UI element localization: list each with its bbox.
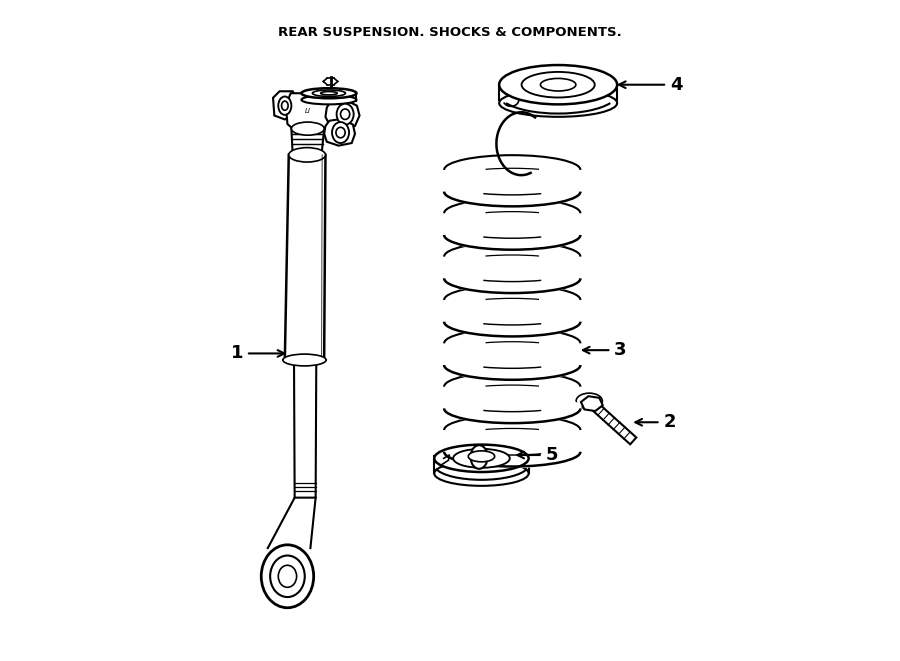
Ellipse shape xyxy=(443,175,581,208)
Ellipse shape xyxy=(443,392,581,425)
Ellipse shape xyxy=(278,97,292,115)
Polygon shape xyxy=(292,129,324,155)
Ellipse shape xyxy=(541,79,576,91)
Ellipse shape xyxy=(453,449,509,468)
Polygon shape xyxy=(580,396,603,411)
Ellipse shape xyxy=(522,72,595,97)
Polygon shape xyxy=(324,119,355,145)
Polygon shape xyxy=(326,100,359,130)
Text: 2: 2 xyxy=(635,413,676,431)
Ellipse shape xyxy=(320,92,338,95)
Text: LI: LI xyxy=(305,108,310,114)
Ellipse shape xyxy=(278,565,297,588)
Text: 3: 3 xyxy=(583,341,626,359)
Ellipse shape xyxy=(500,89,617,117)
Text: 1: 1 xyxy=(230,344,284,362)
Polygon shape xyxy=(273,91,296,120)
Polygon shape xyxy=(286,93,333,129)
Ellipse shape xyxy=(443,436,581,468)
Ellipse shape xyxy=(283,354,326,366)
Ellipse shape xyxy=(282,101,288,110)
Ellipse shape xyxy=(289,147,326,162)
Ellipse shape xyxy=(312,90,346,97)
Ellipse shape xyxy=(302,88,356,98)
Ellipse shape xyxy=(337,104,354,125)
Ellipse shape xyxy=(292,122,324,136)
Ellipse shape xyxy=(468,451,495,462)
Ellipse shape xyxy=(500,65,617,104)
Ellipse shape xyxy=(443,348,581,381)
Ellipse shape xyxy=(332,122,349,143)
Polygon shape xyxy=(284,155,326,360)
Text: 4: 4 xyxy=(619,76,682,94)
Ellipse shape xyxy=(435,461,528,486)
Text: 5: 5 xyxy=(518,446,558,464)
Ellipse shape xyxy=(340,109,350,120)
Ellipse shape xyxy=(270,555,305,597)
Ellipse shape xyxy=(435,445,528,472)
Ellipse shape xyxy=(336,128,345,137)
Ellipse shape xyxy=(443,262,581,295)
Ellipse shape xyxy=(443,305,581,338)
Ellipse shape xyxy=(576,393,602,409)
Ellipse shape xyxy=(302,95,356,104)
Ellipse shape xyxy=(261,545,314,607)
Text: REAR SUSPENSION. SHOCKS & COMPONENTS.: REAR SUSPENSION. SHOCKS & COMPONENTS. xyxy=(278,26,622,39)
Polygon shape xyxy=(589,400,636,444)
Ellipse shape xyxy=(471,446,488,469)
Polygon shape xyxy=(284,360,324,362)
Ellipse shape xyxy=(443,219,581,251)
Polygon shape xyxy=(294,360,316,498)
